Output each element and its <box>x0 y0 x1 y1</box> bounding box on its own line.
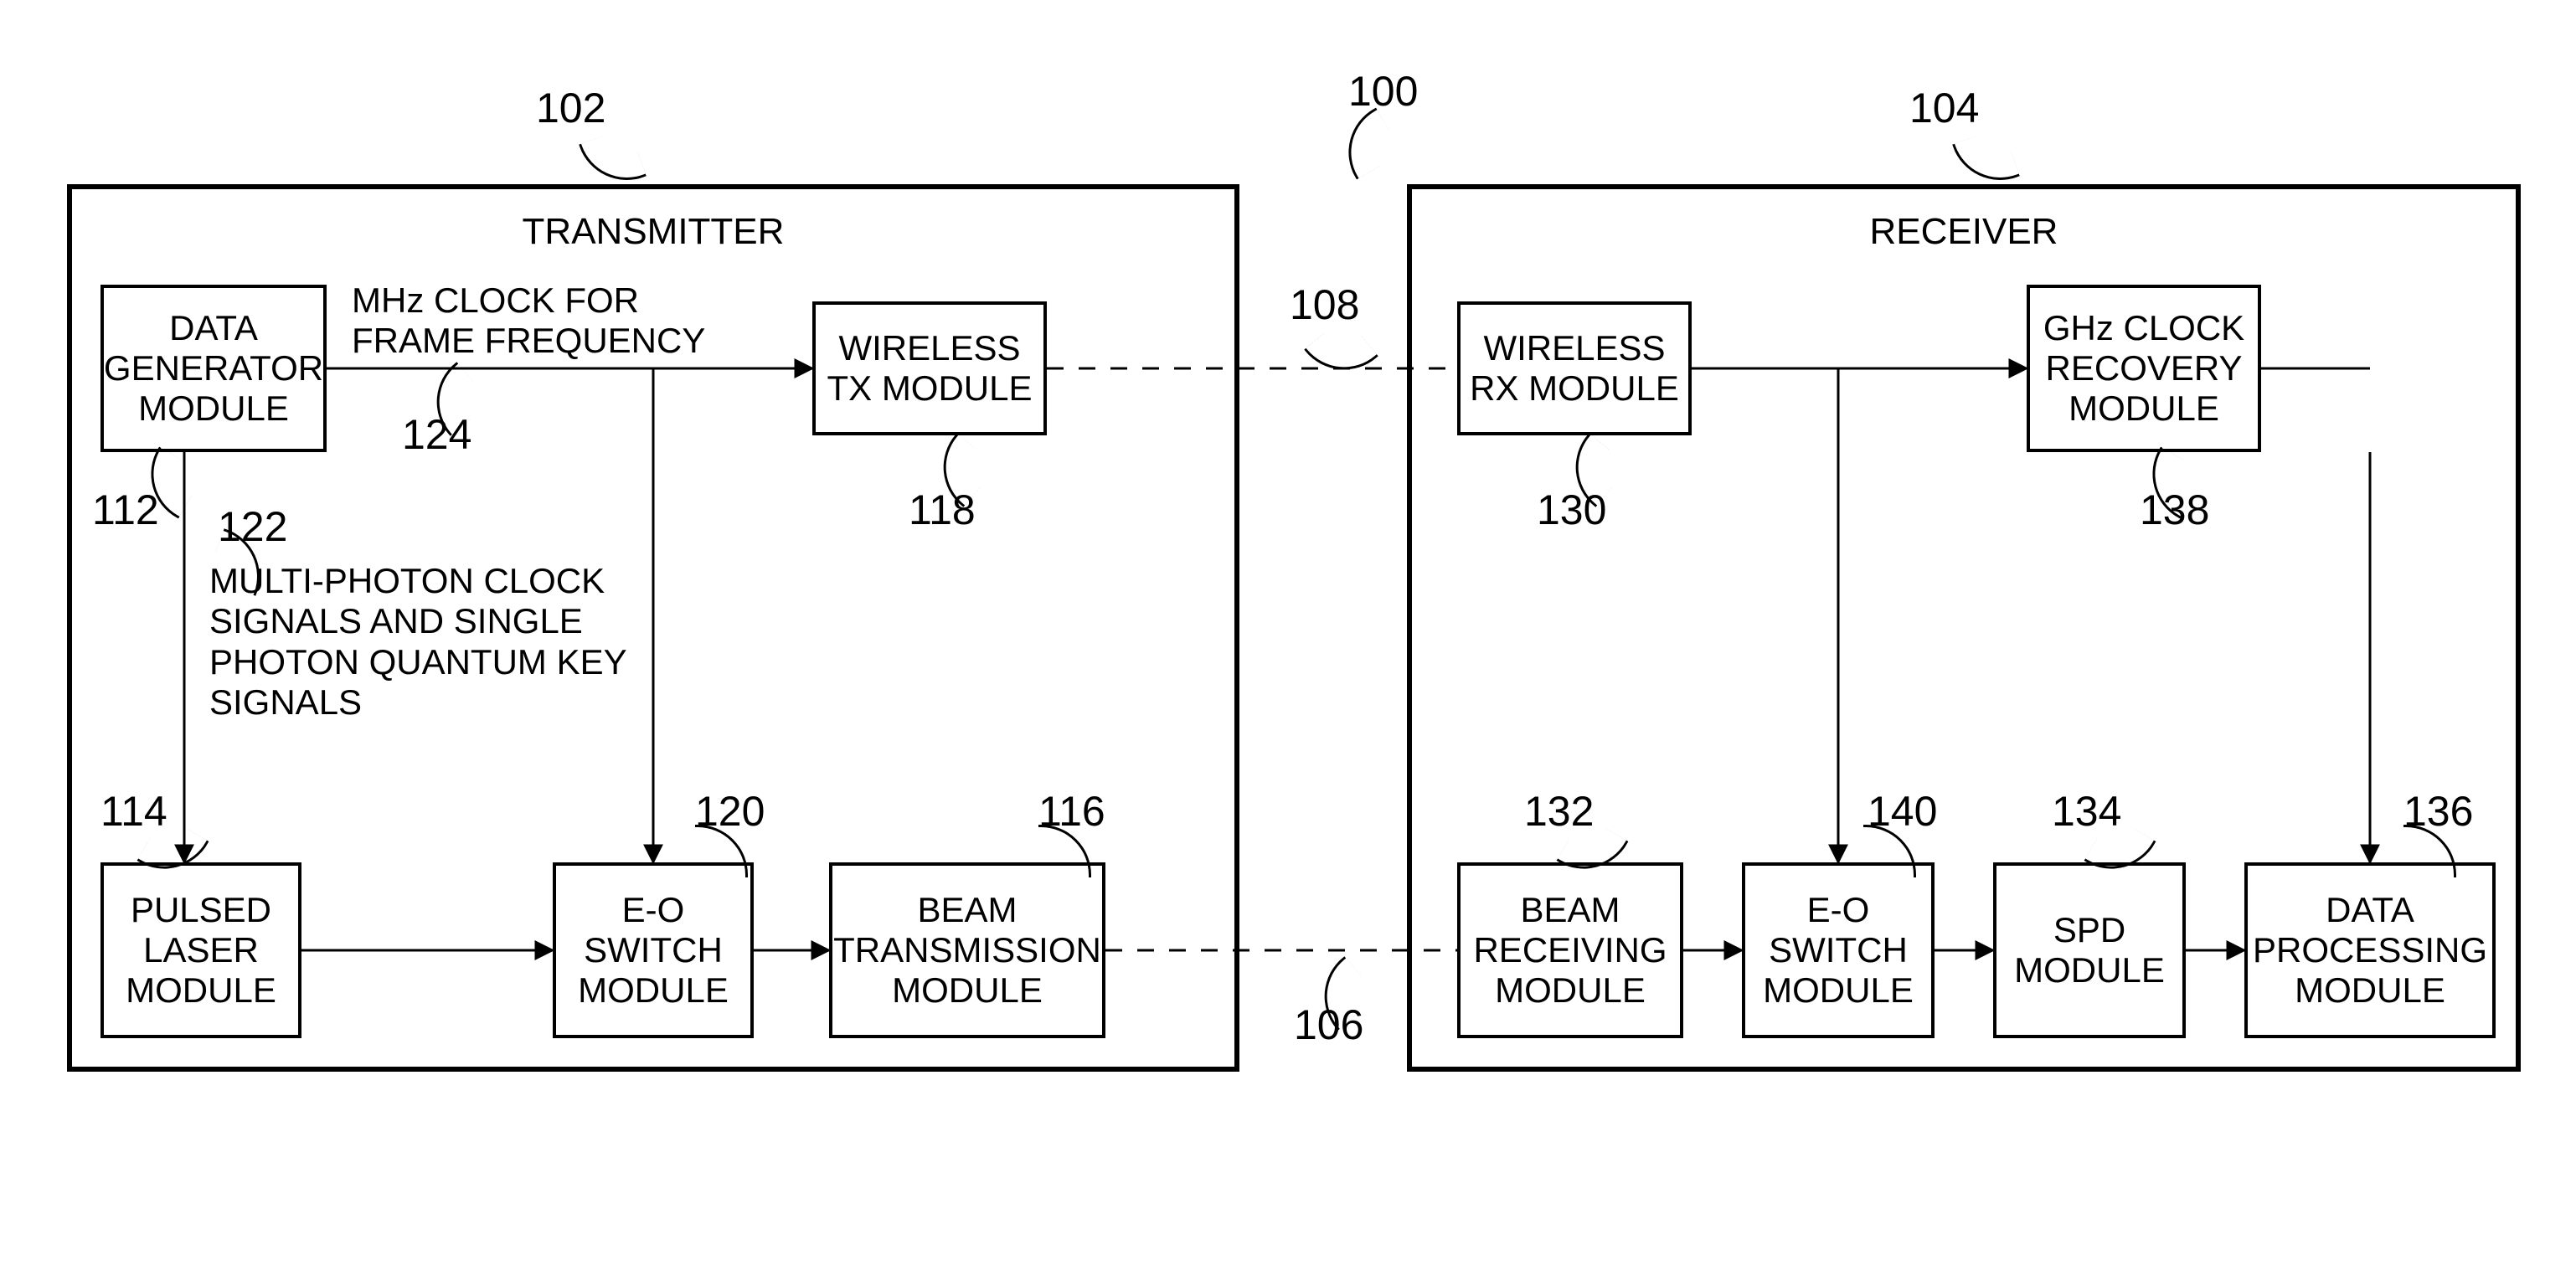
rx-data-proc-label: DATA PROCESSING MODULE <box>2253 890 2487 1011</box>
rx-eo-switch-label: E-O SWITCH MODULE <box>1763 890 1914 1011</box>
rx-eo-switch-module: E-O SWITCH MODULE <box>1742 862 1935 1038</box>
clock-annotation-text: MHz CLOCK FOR FRAME FREQUENCY <box>352 280 705 360</box>
tx-pulsed-laser-module: PULSED LASER MODULE <box>100 862 301 1038</box>
ref-112: 112 <box>92 486 159 534</box>
rx-wireless-rx-label: WIRELESS RX MODULE <box>1470 328 1679 409</box>
tx-eo-switch-module: E-O SWITCH MODULE <box>553 862 754 1038</box>
tx-beam-tx-module: BEAM TRANSMISSION MODULE <box>829 862 1105 1038</box>
ref-104: 104 <box>1909 84 1979 132</box>
transmitter-title-text: TRANSMITTER <box>523 211 785 252</box>
rx-beam-rx-module: BEAM RECEIVING MODULE <box>1457 862 1683 1038</box>
diagram-canvas: TRANSMITTER RECEIVER DATA GENERATOR MODU… <box>0 0 2576 1281</box>
tx-pulsed-laser-label: PULSED LASER MODULE <box>126 890 276 1011</box>
rx-data-proc-module: DATA PROCESSING MODULE <box>2244 862 2496 1038</box>
rx-spd-label: SPD MODULE <box>2014 910 2165 990</box>
tx-wireless-tx-label: WIRELESS TX MODULE <box>827 328 1032 409</box>
ref-100: 100 <box>1348 67 1418 116</box>
rx-spd-module: SPD MODULE <box>1993 862 2186 1038</box>
receiver-title-text: RECEIVER <box>1870 211 2058 252</box>
ref-102: 102 <box>536 84 605 132</box>
tx-data-generator-label: DATA GENERATOR MODULE <box>104 308 323 429</box>
tx-data-generator-module: DATA GENERATOR MODULE <box>100 285 327 452</box>
rx-wireless-rx-module: WIRELESS RX MODULE <box>1457 301 1692 435</box>
signals-annotation-text: MULTI-PHOTON CLOCK SIGNALS AND SINGLE PH… <box>209 561 627 722</box>
rx-clock-recovery-module: GHz CLOCK RECOVERY MODULE <box>2027 285 2261 452</box>
signals-annotation: MULTI-PHOTON CLOCK SIGNALS AND SINGLE PH… <box>209 561 645 723</box>
tx-eo-switch-label: E-O SWITCH MODULE <box>578 890 729 1011</box>
rx-clock-recovery-label: GHz CLOCK RECOVERY MODULE <box>2043 308 2244 429</box>
tx-wireless-tx-module: WIRELESS TX MODULE <box>812 301 1047 435</box>
tick-100 <box>1330 107 1402 179</box>
clock-annotation: MHz CLOCK FOR FRAME FREQUENCY <box>352 280 754 362</box>
tx-beam-tx-label: BEAM TRANSMISSION MODULE <box>833 890 1101 1011</box>
transmitter-title: TRANSMITTER <box>67 211 1239 253</box>
rx-beam-rx-label: BEAM RECEIVING MODULE <box>1473 890 1667 1011</box>
receiver-title: RECEIVER <box>1407 211 2521 253</box>
